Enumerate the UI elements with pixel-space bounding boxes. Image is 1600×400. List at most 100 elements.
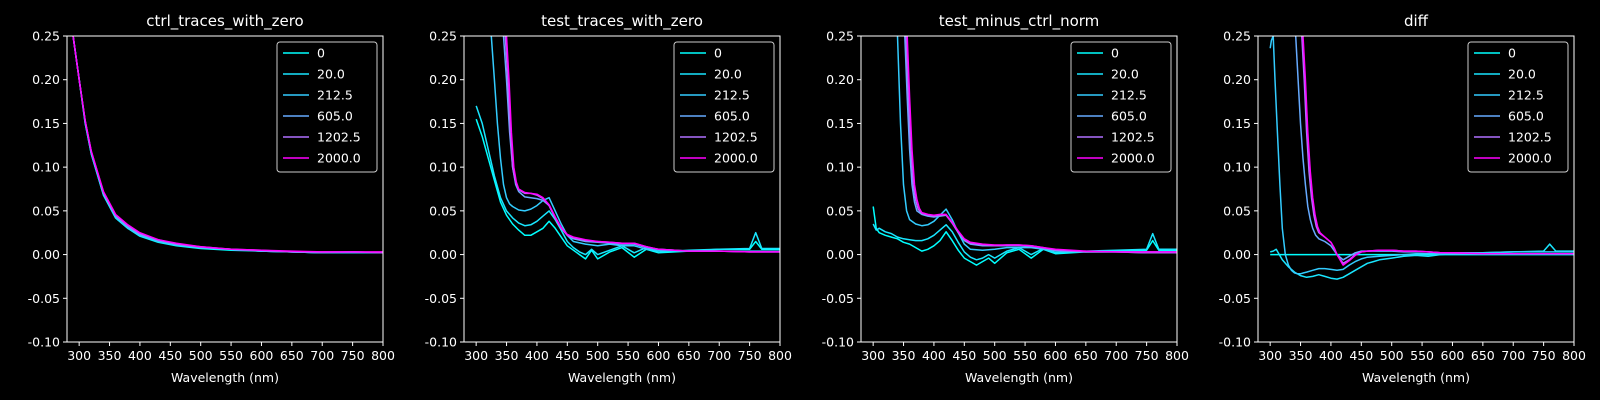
chart-title: diff <box>1404 12 1429 30</box>
y-tick-label: 0.00 <box>826 247 854 262</box>
y-tick-label: 0.25 <box>429 29 457 44</box>
legend-label: 605.0 <box>1111 109 1147 124</box>
legend: 0 20.0 212.5 605.0 1202.5 2000.0 <box>276 41 378 173</box>
legend-label: 2000.0 <box>1508 151 1552 166</box>
legend-label: 2000.0 <box>317 151 361 166</box>
series-group <box>1269 36 1574 280</box>
x-tick-label: 550 <box>1410 348 1434 363</box>
y-tick-label: 0.25 <box>826 29 854 44</box>
x-tick-label: 800 <box>768 348 792 363</box>
x-axis-label: Wavelength (nm) <box>171 370 279 385</box>
y-tick-label: 0.10 <box>1223 160 1251 175</box>
x-tick-label: 750 <box>1532 348 1556 363</box>
legend-label: 0 <box>1111 46 1119 61</box>
x-axis-label: Wavelength (nm) <box>568 370 676 385</box>
x-tick-label: 550 <box>616 348 640 363</box>
legend: 0 20.0 212.5 605.0 1202.5 2000.0 <box>1467 41 1569 173</box>
y-tick-label: 0.00 <box>32 247 60 262</box>
legend-label: 605.0 <box>1508 109 1544 124</box>
y-tick-label: 0.20 <box>826 72 854 87</box>
series-line-2000-0 <box>505 36 780 253</box>
x-tick-label: 400 <box>1319 348 1343 363</box>
y-tick-label: 0.00 <box>429 247 457 262</box>
y-tick-label: -0.05 <box>822 291 854 306</box>
y-tick-label: 0.15 <box>826 116 854 131</box>
series-line-2000-0 <box>906 36 1177 253</box>
y-tick-label: 0.05 <box>826 203 854 218</box>
x-tick-label: 650 <box>677 348 701 363</box>
y-tick-label: 0.10 <box>429 160 457 175</box>
x-tick-label: 700 <box>707 348 731 363</box>
plot-frame <box>1257 35 1575 343</box>
x-tick-label: 800 <box>1562 348 1586 363</box>
x-tick-label: 450 <box>1349 348 1373 363</box>
y-tick-label: -0.10 <box>822 335 854 350</box>
series-line-2000-0 <box>72 36 383 253</box>
legend-label: 20.0 <box>714 67 742 82</box>
x-tick-label: 450 <box>952 348 976 363</box>
x-tick-label: 600 <box>1441 348 1465 363</box>
y-tick-label: 0.05 <box>32 203 60 218</box>
x-tick-label: 650 <box>1074 348 1098 363</box>
legend-label: 2000.0 <box>1111 151 1155 166</box>
x-axis-label: Wavelength (nm) <box>1362 370 1470 385</box>
y-tick-label: 0.15 <box>1223 116 1251 131</box>
x-tick-label: 750 <box>738 348 762 363</box>
x-tick-label: 550 <box>1013 348 1037 363</box>
y-tick-label: 0.15 <box>32 116 60 131</box>
x-tick-label: 450 <box>158 348 182 363</box>
y-tick-label: -0.10 <box>28 335 60 350</box>
x-tick-label: 300 <box>1258 348 1282 363</box>
y-tick-label: -0.05 <box>425 291 457 306</box>
x-tick-label: 500 <box>983 348 1007 363</box>
x-tick-label: 350 <box>1289 348 1313 363</box>
chart-panel-4: diff 300 350 400 450 500 550 600 650 700 750 800 -0.… <box>1219 12 1586 385</box>
y-tick-label: -0.05 <box>28 291 60 306</box>
chart-title: ctrl_traces_with_zero <box>146 12 303 31</box>
chart-title: test_traces_with_zero <box>541 12 703 31</box>
y-tick-label: 0.05 <box>429 203 457 218</box>
y-tick-label: 0.15 <box>429 116 457 131</box>
plot-frame <box>66 35 384 343</box>
chart-title: test_minus_ctrl_norm <box>939 12 1100 31</box>
x-tick-label: 700 <box>310 348 334 363</box>
x-tick-label: 350 <box>892 348 916 363</box>
y-tick-label: 0.05 <box>1223 203 1251 218</box>
legend-label: 20.0 <box>317 67 345 82</box>
x-tick-label: 400 <box>922 348 946 363</box>
legend-label: 212.5 <box>714 88 750 103</box>
y-tick-label: 0.20 <box>429 72 457 87</box>
x-tick-label: 600 <box>647 348 671 363</box>
x-tick-label: 800 <box>1165 348 1189 363</box>
x-tick-label: 300 <box>464 348 488 363</box>
x-tick-label: 750 <box>341 348 365 363</box>
series-group <box>872 36 1177 266</box>
chart-panel-1: ctrl_traces_with_zero 300 350 400 450 500 550 6… <box>28 12 395 385</box>
x-tick-label: 600 <box>250 348 274 363</box>
legend-label: 1202.5 <box>1111 130 1155 145</box>
x-tick-label: 550 <box>219 348 243 363</box>
series-line-2000-0 <box>1302 36 1574 266</box>
y-tick-label: -0.05 <box>1219 291 1251 306</box>
x-tick-label: 300 <box>861 348 885 363</box>
x-tick-label: 400 <box>128 348 152 363</box>
y-tick-label: 0.20 <box>1223 72 1251 87</box>
series-line-20-0 <box>1270 243 1574 280</box>
legend-label: 0 <box>714 46 722 61</box>
legend: 0 20.0 212.5 605.0 1202.5 2000.0 <box>1070 41 1172 173</box>
y-tick-label: 0.25 <box>32 29 60 44</box>
x-tick-label: 350 <box>98 348 122 363</box>
x-tick-label: 650 <box>280 348 304 363</box>
series-line-212-5 <box>490 36 780 252</box>
x-tick-label: 500 <box>189 348 213 363</box>
legend-label: 20.0 <box>1508 67 1536 82</box>
y-tick-label: -0.10 <box>1219 335 1251 350</box>
x-tick-label: 400 <box>525 348 549 363</box>
x-tick-label: 500 <box>1380 348 1404 363</box>
series-line-0 <box>872 206 1177 266</box>
y-tick-label: -0.10 <box>425 335 457 350</box>
legend-label: 20.0 <box>1111 67 1139 82</box>
legend-label: 1202.5 <box>317 130 361 145</box>
chart-panel-2: test_traces_with_zero 300 350 400 450 500 550 6… <box>425 12 792 385</box>
